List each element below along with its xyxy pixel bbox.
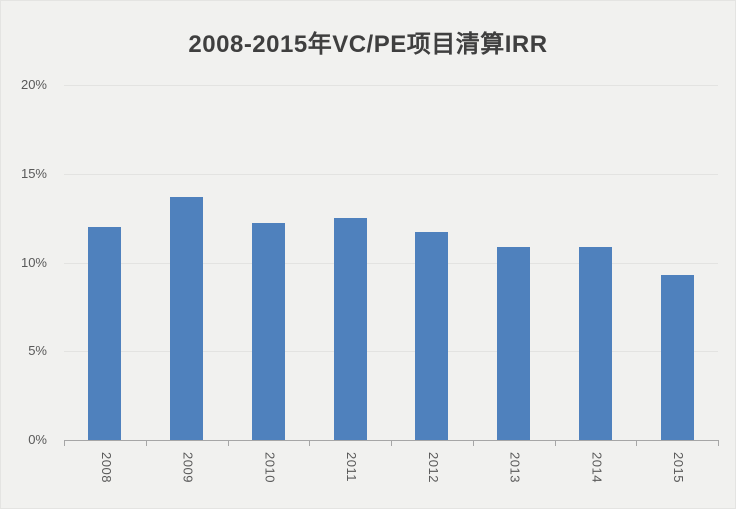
x-axis-tick xyxy=(636,441,638,446)
y-axis-label: 10% xyxy=(20,254,47,270)
chart-title: 2008-2015年VC/PE项目清算IRR xyxy=(188,31,548,58)
x-axis-tick xyxy=(391,441,392,446)
y-axis-label: 15% xyxy=(20,165,47,181)
bar-2009 xyxy=(170,196,204,440)
y-axis-label: 5% xyxy=(28,343,47,359)
gridline xyxy=(64,85,718,86)
y-axis-label: 0% xyxy=(28,432,47,447)
x-axis-label: 2009 xyxy=(180,452,196,483)
gridline xyxy=(64,351,718,353)
x-axis-tick xyxy=(472,441,474,446)
gridline xyxy=(64,173,718,175)
bar-2011 xyxy=(333,218,367,440)
x-axis-label: 2013 xyxy=(507,452,523,483)
x-axis-label: 2012 xyxy=(425,452,441,483)
x-axis-tick xyxy=(145,441,147,446)
gridline xyxy=(64,262,718,264)
bar-2010 xyxy=(251,223,285,440)
x-axis-label: 2010 xyxy=(262,452,278,483)
bar-2015 xyxy=(660,274,694,440)
bar-2014 xyxy=(578,246,612,440)
bar-2012 xyxy=(415,232,449,440)
x-axis-tick xyxy=(718,441,719,446)
x-axis-tick xyxy=(309,441,311,446)
x-axis-label: 2008 xyxy=(98,452,114,483)
x-axis-line xyxy=(64,440,719,441)
x-axis-tick xyxy=(64,441,65,446)
x-axis-label: 2014 xyxy=(589,452,605,483)
x-axis-label: 2015 xyxy=(671,452,687,483)
x-axis-tick xyxy=(554,441,556,446)
y-axis-label: 20% xyxy=(20,77,47,92)
bar-2008 xyxy=(88,227,122,440)
bar-2013 xyxy=(497,246,531,440)
x-axis-tick xyxy=(227,441,229,446)
x-axis-label: 2011 xyxy=(344,452,360,482)
